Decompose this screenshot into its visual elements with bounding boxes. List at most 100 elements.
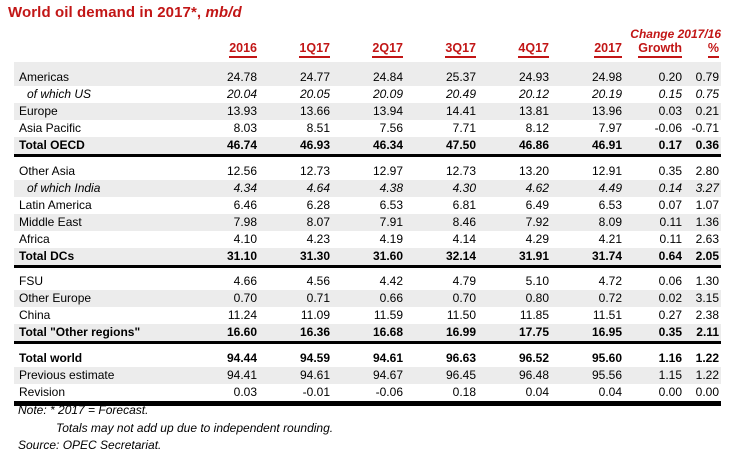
cell-3q17: 47.50 [405,137,478,157]
row-label: Other Europe [14,290,186,307]
cell-1q17: 16.36 [259,324,332,344]
section-spacer-row [14,343,721,350]
cell-2017: 12.91 [591,163,622,178]
cell-pct: 0.79 [684,69,721,86]
cell-2017: 11.51 [592,308,622,322]
row-label: Previous estimate [14,366,186,384]
note-source: Source: OPEC Secretariat. [18,438,162,452]
row-label: Europe [14,103,186,120]
table-row: Middle East 7.98 8.07 7.91 8.46 7.92 8.09 0.11 1… [14,213,721,231]
cell-2016: 0.70 [186,290,259,307]
table-row: Total OECD 46.74 46.93 46.34 47.50 46.86 46.91… [14,137,721,157]
cell-pct: 2.63 [695,231,719,246]
cell-2017: 46.91 [551,137,624,157]
cell-1q17: 24.77 [259,69,332,86]
cell-3q17: 8.46 [405,213,478,231]
cell-2017: 20.19 [591,87,622,101]
section-spacer-row [14,62,721,69]
column-header-3q17: 3Q17 [405,41,478,62]
cell-4q17: 11.85 [519,308,549,322]
cell-growth: -0.06 [654,121,682,135]
cell-1q17: 8.07 [259,213,332,231]
cell-2016: 4.10 [233,231,257,246]
cell-1q17: 4.23 [306,231,330,246]
cell-1q17: 0.71 [259,290,332,307]
cell-3q17: 12.73 [445,163,476,178]
page-title-text: World oil demand in 2017*, [8,4,202,21]
table-header-row: 2016 1Q17 2Q17 3Q17 4Q17 2017 Growth% [14,41,721,62]
table-row: Other Europe 0.70 0.71 0.66 0.70 0.80 0.72 0.02… [14,290,721,307]
cell-growth: 0.06 [658,274,682,288]
cell-pct: 1.07 [695,197,719,212]
cell-pct: 1.22 [684,366,721,384]
cell-2q17: 4.19 [379,231,403,246]
notes: Note: * 2017 = Forecast. Totals may not … [18,402,333,455]
cell-2016: 8.03 [233,121,257,135]
cell-2016: 94.41 [186,366,259,384]
cell-pct: 2.38 [695,308,719,322]
cell-2017: 0.72 [551,290,624,307]
page-title: World oil demand in 2017*, mb/d [8,4,242,21]
cell-3q17: 4.79 [452,274,476,288]
cell-growth: 0.15 [658,87,682,101]
cell-2016: 4.34 [186,179,259,197]
cell-2016: 24.78 [186,69,259,86]
table-row: Other Asia 12.56 12.73 12.97 12.73 13.20 12.91… [14,163,721,180]
cell-3q17: 7.71 [452,121,476,135]
row-label: Other Asia [19,163,76,178]
cell-2q17: 94.67 [332,366,405,384]
table-row: Total world 94.44 94.59 94.61 96.63 96.52 95.6… [14,350,721,367]
table-row: Revision 0.03 -0.01 -0.06 0.18 0.04 0.04 0.00 0.… [14,383,721,406]
cell-2016: 4.66 [233,274,257,288]
cell-2q17: 4.42 [379,274,403,288]
cell-4q17: 96.48 [478,366,551,384]
cell-2016: 94.44 [226,350,257,365]
table-row: Africa 4.10 4.23 4.19 4.14 4.29 4.21 0.11 2.63 [14,231,721,248]
cell-4q17: 13.20 [518,163,549,178]
cell-2017: 4.49 [551,179,624,197]
cell-3q17: 96.45 [405,366,478,384]
cell-2q17: 24.84 [332,69,405,86]
cell-growth: 0.20 [624,69,684,86]
cell-3q17: 96.63 [445,350,476,365]
cell-growth: 1.16 [658,350,682,365]
cell-pct: 0.21 [684,103,721,120]
cell-3q17: 16.99 [405,324,478,344]
cell-2016: 7.98 [186,213,259,231]
cell-2017: 4.72 [598,274,622,288]
cell-2017: 4.21 [598,231,622,246]
cell-2017: 13.96 [551,103,624,120]
cell-3q17: 6.81 [452,197,476,212]
cell-2q17: 31.60 [332,247,405,268]
cell-1q17: 13.66 [259,103,332,120]
cell-3q17: 0.70 [405,290,478,307]
cell-2017: 8.09 [551,213,624,231]
cell-2q17: 46.34 [332,137,405,157]
cell-1q17: 31.30 [259,247,332,268]
cell-3q17: 20.49 [445,87,476,101]
cell-4q17: 4.29 [525,231,549,246]
note-rounding: Totals may not add up due to independent… [56,420,334,435]
cell-2016: 12.56 [226,163,257,178]
cell-1q17: 4.56 [306,274,330,288]
cell-growth: 0.35 [624,324,684,344]
cell-2q17: 7.91 [332,213,405,231]
cell-2q17: -0.06 [332,383,405,406]
cell-growth: 0.03 [624,103,684,120]
column-header-pct: % [684,41,721,62]
cell-1q17: 4.64 [259,179,332,197]
cell-2016: 13.93 [186,103,259,120]
column-header-4q17: 4Q17 [478,41,551,62]
table-row: Total DCs 31.10 31.30 31.60 32.14 31.91 31.74 0… [14,247,721,268]
cell-growth: 0.14 [624,179,684,197]
cell-2016: 16.60 [186,324,259,344]
cell-pct: 0.36 [684,137,721,157]
cell-4q17: 46.86 [478,137,551,157]
cell-1q17: 12.73 [299,163,330,178]
cell-2016: 0.03 [186,383,259,406]
cell-2q17: 0.66 [332,290,405,307]
cell-4q17: 0.80 [478,290,551,307]
row-label: of which India [14,179,186,197]
cell-pct: 1.22 [695,350,719,365]
cell-2q17: 11.59 [373,308,403,322]
